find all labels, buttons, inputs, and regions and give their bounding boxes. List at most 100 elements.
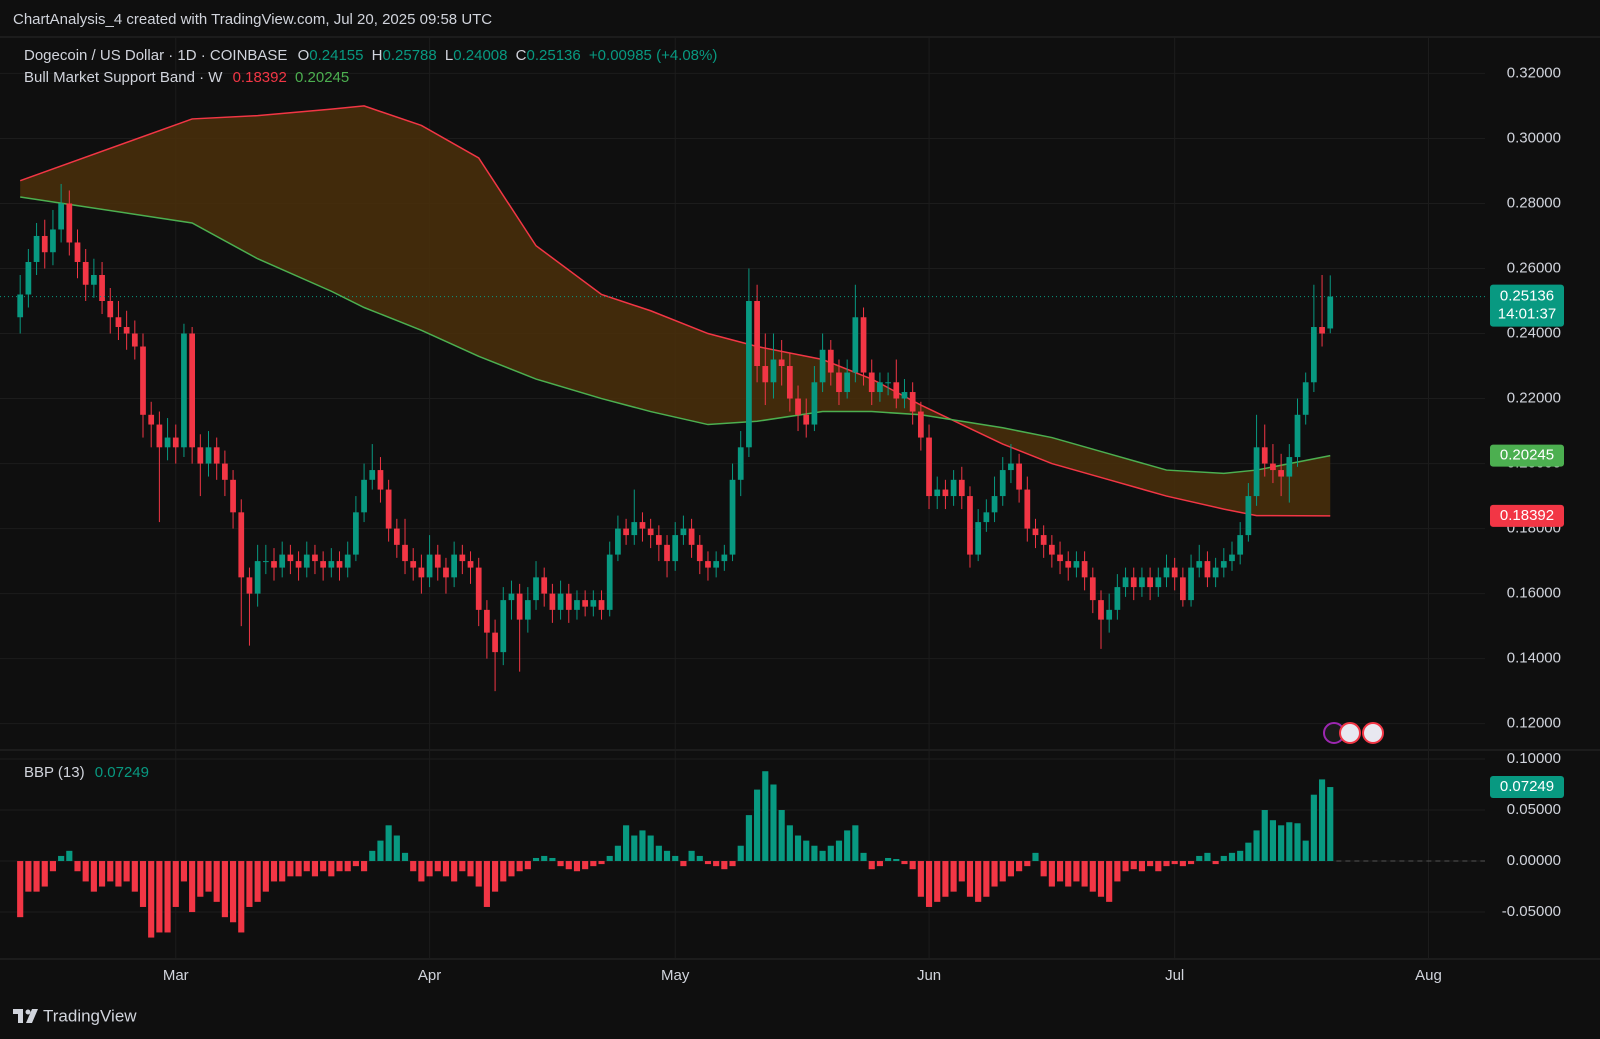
price-tag-countdown: 14:01:37 bbox=[1498, 306, 1556, 323]
bbp-bar bbox=[1073, 861, 1080, 882]
candle-body bbox=[1024, 489, 1031, 529]
candle-body bbox=[795, 398, 801, 415]
candle-body bbox=[500, 600, 507, 653]
bbp-bar bbox=[532, 857, 540, 862]
candle-body bbox=[1253, 447, 1260, 497]
candle-body bbox=[1180, 577, 1186, 601]
bbp-bar bbox=[483, 861, 490, 907]
candle-body bbox=[1130, 577, 1137, 588]
candle-body bbox=[688, 528, 695, 545]
bbp-bar bbox=[975, 861, 982, 902]
bbp-bar bbox=[213, 861, 220, 902]
candle-body bbox=[91, 274, 97, 285]
candle-body bbox=[492, 632, 498, 653]
event-icon[interactable] bbox=[1339, 722, 1361, 744]
candle-body bbox=[1032, 528, 1039, 536]
bbp-bar bbox=[934, 861, 941, 902]
bbp-bar bbox=[205, 861, 212, 892]
candle-body bbox=[533, 577, 539, 601]
bbp-bar bbox=[393, 835, 400, 862]
candle-body bbox=[66, 203, 73, 243]
candle-body bbox=[975, 522, 982, 555]
bbp-tag bbox=[1490, 776, 1564, 799]
bbp-bar bbox=[557, 861, 564, 867]
candle-body bbox=[754, 301, 760, 367]
bbp-bar bbox=[270, 861, 278, 882]
bbp-bar bbox=[1089, 861, 1096, 892]
candle-body bbox=[1196, 561, 1203, 568]
candle-body bbox=[320, 561, 327, 568]
y-tick-label: 0.10000 bbox=[1507, 750, 1561, 767]
candle-body bbox=[434, 554, 441, 568]
candle-body bbox=[393, 528, 400, 545]
candle-body bbox=[140, 346, 146, 415]
ohlc-value: 0.25136 bbox=[526, 47, 581, 64]
candle-body bbox=[402, 544, 408, 562]
candle-body bbox=[893, 382, 900, 399]
x-tick-label: Jun bbox=[917, 967, 941, 984]
bbp-bar bbox=[287, 861, 294, 877]
bbp-bar bbox=[778, 810, 785, 862]
x-tick-label: Apr bbox=[418, 967, 441, 984]
bbp-bar bbox=[1196, 855, 1203, 862]
event-icon[interactable] bbox=[1362, 722, 1384, 744]
band-legend: Bull Market Support Band · W 0.18392 0.2… bbox=[24, 69, 349, 86]
candle-body bbox=[1245, 496, 1252, 536]
candle-body bbox=[1098, 600, 1104, 620]
candle-body bbox=[181, 333, 187, 448]
candle-body bbox=[1286, 457, 1293, 477]
bbp-bar bbox=[115, 861, 122, 887]
bbp-bar bbox=[254, 861, 261, 902]
logo-text: TradingView bbox=[43, 1006, 137, 1025]
candle-body bbox=[590, 600, 597, 607]
candle-body bbox=[1155, 577, 1162, 588]
band-line bbox=[20, 196, 1331, 475]
bbp-bar bbox=[180, 861, 188, 882]
candle-body bbox=[451, 554, 458, 578]
candle-body bbox=[82, 261, 89, 285]
candle-body bbox=[1204, 561, 1211, 578]
bbp-bar bbox=[58, 855, 65, 862]
candle-body bbox=[1040, 535, 1047, 545]
candle-body bbox=[213, 447, 220, 464]
candle-body bbox=[639, 522, 646, 529]
candle-body bbox=[1139, 577, 1145, 588]
y-tick-label: 0.24000 bbox=[1507, 324, 1561, 341]
candle-body bbox=[443, 567, 449, 578]
bbp-bar bbox=[25, 861, 32, 892]
candle-body bbox=[1302, 382, 1309, 415]
y-tick-label: 0.30000 bbox=[1507, 129, 1561, 146]
bbp-bar bbox=[418, 861, 425, 882]
candle-body bbox=[344, 554, 351, 568]
candle-body bbox=[696, 544, 703, 562]
candle-body bbox=[262, 561, 269, 563]
bbp-bar bbox=[598, 861, 605, 865]
symbol-title: Dogecoin / US Dollar · 1D · COINBASE bbox=[24, 47, 288, 64]
candle-body bbox=[680, 528, 687, 536]
candle-body bbox=[541, 577, 548, 594]
bbp-bar bbox=[590, 861, 597, 867]
bbp-bar bbox=[811, 845, 818, 862]
bbp-bar bbox=[1048, 861, 1055, 887]
bbp-bar bbox=[1302, 840, 1309, 862]
bbp-bar bbox=[238, 861, 245, 933]
candle-body bbox=[1147, 577, 1153, 588]
bbp-bar bbox=[1024, 861, 1031, 867]
candle-body bbox=[647, 528, 654, 536]
bbp-bar bbox=[426, 861, 433, 877]
bbp-bar bbox=[156, 861, 163, 933]
candle-body bbox=[353, 512, 359, 555]
candle-body bbox=[475, 567, 482, 610]
bbp-bar bbox=[344, 861, 351, 872]
bbp-bar bbox=[999, 861, 1006, 882]
bbp-value: 0.07249 bbox=[94, 764, 149, 781]
candle-body bbox=[557, 593, 564, 610]
bbp-bar bbox=[1122, 861, 1129, 872]
candle-body bbox=[746, 301, 752, 448]
bbp-bar bbox=[1007, 861, 1014, 877]
bbp-bar bbox=[983, 861, 990, 897]
candle-body bbox=[958, 479, 965, 497]
candle-body bbox=[1163, 567, 1170, 578]
y-tick-label: 0.00000 bbox=[1507, 852, 1561, 869]
bbp-bar bbox=[17, 861, 24, 918]
